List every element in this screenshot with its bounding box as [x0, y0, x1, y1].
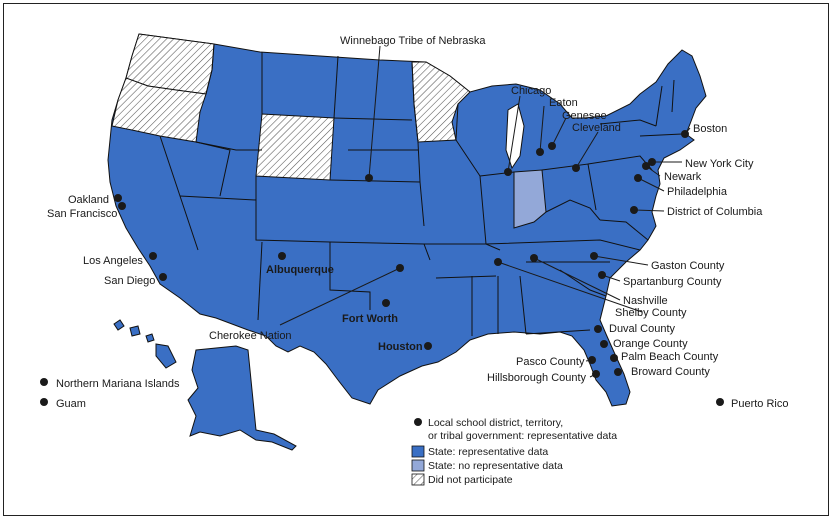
label-broward: Broward County	[631, 366, 710, 378]
legend-marker-icon	[414, 418, 422, 426]
legend-swatch-state-rep	[411, 445, 425, 458]
label-fort-worth: Fort Worth	[342, 313, 398, 325]
label-philadelphia: Philadelphia	[667, 186, 728, 198]
label-newark: Newark	[664, 171, 702, 183]
label-oakland: Oakland	[68, 194, 109, 206]
legend-swatch-dnp	[411, 473, 425, 486]
leader-lines	[279, 45, 691, 378]
state-wyoming	[255, 113, 335, 181]
marker-san-diego	[159, 273, 167, 281]
marker-oakland	[114, 194, 122, 202]
label-cherokee: Cherokee Nation	[209, 330, 292, 342]
marker-palm-beach	[610, 354, 618, 362]
label-nashville: Nashville	[623, 295, 668, 307]
marker-northern-mariana	[40, 378, 48, 386]
label-los-angeles: Los Angeles	[83, 255, 143, 267]
label-gaston: Gaston County	[651, 260, 725, 272]
legend-local-label: Local school district, territory,	[428, 417, 563, 429]
label-guam: Guam	[56, 398, 86, 410]
state-alaska	[187, 345, 297, 451]
map-frame	[3, 3, 829, 516]
label-houston: Houston	[378, 341, 423, 353]
label-nyc: New York City	[685, 158, 754, 170]
state-borders	[159, 43, 683, 336]
legend-state-rep-label: State: representative data	[428, 446, 548, 458]
label-winnebago: Winnebago Tribe of Nebraska	[340, 35, 486, 47]
marker-duval	[594, 325, 602, 333]
label-orange: Orange County	[613, 338, 688, 350]
marker-houston	[424, 342, 432, 350]
labels: Winnebago Tribe of Nebraska Chicago Eato…	[47, 35, 788, 410]
state-hawaii	[113, 319, 177, 369]
label-spartanburg: Spartanburg County	[623, 276, 722, 288]
label-san-francisco: San Francisco	[47, 208, 117, 220]
label-pasco: Pasco County	[516, 356, 585, 368]
state-indiana	[513, 169, 547, 229]
label-palm-beach: Palm Beach County	[621, 351, 719, 363]
label-boston: Boston	[693, 123, 727, 135]
label-cleveland: Cleveland	[572, 122, 621, 134]
marker-san-francisco	[118, 202, 126, 210]
label-dc: District of Columbia	[667, 206, 763, 218]
lake-michigan	[505, 103, 525, 170]
label-albuquerque: Albuquerque	[266, 264, 334, 276]
marker-orange	[600, 340, 608, 348]
label-northern-mariana: Northern Mariana Islands	[56, 378, 180, 390]
legend-state-norep-label: State: no representative data	[428, 460, 563, 472]
label-chicago: Chicago	[511, 85, 551, 97]
marker-los-angeles	[149, 252, 157, 260]
marker-broward	[614, 368, 622, 376]
marker-puerto-rico	[716, 398, 724, 406]
label-shelby: Shelby County	[615, 307, 687, 319]
label-eaton: Eaton	[549, 97, 578, 109]
label-duval: Duval County	[609, 323, 676, 335]
legend-dnp-label: Did not participate	[428, 474, 513, 486]
label-hillsborough: Hillsborough County	[487, 372, 587, 384]
label-san-diego: San Diego	[104, 275, 155, 287]
legend-swatch-state-norep	[411, 459, 425, 472]
marker-guam	[40, 398, 48, 406]
marker-fort-worth	[382, 299, 390, 307]
continental-us	[107, 33, 707, 407]
marker-albuquerque	[278, 252, 286, 260]
location-markers	[40, 130, 724, 406]
label-genesee: Genesee	[562, 110, 607, 122]
label-puerto-rico: Puerto Rico	[731, 398, 788, 410]
legend: Local school district, territory, or tri…	[411, 417, 617, 486]
legend-local-label-line2: or tribal government: representative dat…	[428, 430, 617, 442]
